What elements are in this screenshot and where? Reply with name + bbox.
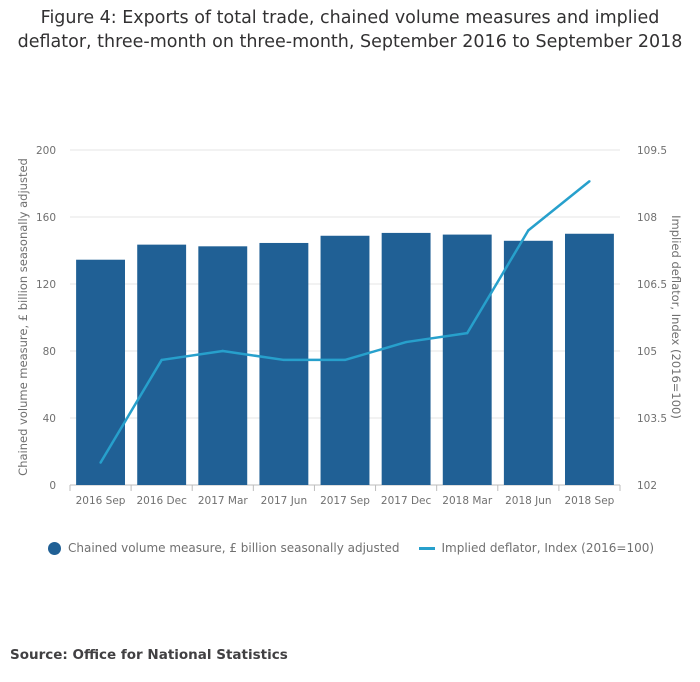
right-tick-label: 103.5 (637, 413, 667, 425)
legend-bar-swatch (48, 541, 61, 555)
left-tick-label: 160 (36, 212, 56, 224)
bar[interactable] (76, 259, 125, 485)
x-tick-label: 2017 Dec (381, 495, 432, 507)
legend-line-label: Implied deflator, Index (2016=100) (441, 541, 655, 555)
x-tick-label: 2017 Sep (320, 495, 370, 507)
x-tick-label: 2016 Dec (136, 495, 187, 507)
right-tick-label: 106.5 (637, 279, 667, 291)
legend-item-bars[interactable]: Chained volume measure, £ billion season… (48, 541, 399, 555)
deflator-point[interactable] (404, 340, 408, 344)
deflator-point[interactable] (282, 358, 286, 362)
right-tick-label: 109.5 (637, 145, 667, 157)
deflator-point[interactable] (588, 180, 591, 183)
bar[interactable] (565, 233, 614, 485)
bar[interactable] (198, 246, 248, 485)
right-tick-label: 102 (637, 480, 657, 492)
left-tick-label: 120 (36, 279, 56, 291)
right-tick-label: 108 (637, 212, 657, 224)
source-note: Source: Office for National Statistics (10, 647, 288, 663)
left-tick-label: 80 (43, 346, 56, 358)
x-axis-ticks: 2016 Sep 2016 Dec 2017 Mar 2017 Jun 2017 Sep… (69, 485, 621, 507)
x-tick-label: 2016 Sep (76, 495, 126, 507)
legend-line-swatch (419, 546, 436, 550)
right-tick-label: 105 (637, 346, 657, 358)
x-tick-label: 2017 Mar (198, 495, 249, 507)
bar[interactable] (259, 242, 309, 485)
legend-bar-label: Chained volume measure, £ billion season… (68, 541, 400, 555)
deflator-point[interactable] (466, 331, 469, 335)
bar[interactable] (503, 240, 553, 485)
bar[interactable] (442, 234, 492, 485)
deflator-point[interactable] (160, 358, 163, 362)
bar[interactable] (137, 244, 187, 485)
deflator-point[interactable] (99, 461, 102, 464)
chart-title-line-2: deflator, three-month on three-month, Se… (17, 32, 683, 52)
line-series (99, 180, 591, 464)
x-tick-label: 2018 Sep (565, 495, 615, 507)
chart-title: Figure 4: Exports of total trade, chaine… (0, 6, 700, 54)
deflator-point[interactable] (343, 358, 347, 362)
left-tick-label: 200 (36, 145, 56, 157)
x-tick-label: 2018 Jun (505, 495, 551, 507)
left-axis-title: Chained volume measure, £ billion season… (16, 158, 30, 476)
bar[interactable] (381, 232, 431, 485)
left-axis-ticks: 0 40 80 120 160 200 (36, 145, 56, 492)
chart-title-line-1: Figure 4: Exports of total trade, chaine… (40, 8, 660, 28)
right-axis-title: Implied deflator, Index (2016=100) (669, 215, 683, 419)
x-tick-label: 2018 Mar (442, 495, 493, 507)
legend-item-line[interactable]: Implied deflator, Index (2016=100) (419, 541, 654, 555)
x-tick-label: 2017 Jun (261, 495, 307, 507)
left-tick-label: 0 (49, 480, 56, 492)
left-tick-label: 40 (43, 413, 56, 425)
legend: Chained volume measure, £ billion season… (48, 541, 674, 555)
deflator-point[interactable] (221, 349, 224, 353)
right-axis-ticks: 102 103.5 105 106.5 108 109.5 (637, 145, 667, 492)
deflator-point[interactable] (527, 229, 530, 232)
